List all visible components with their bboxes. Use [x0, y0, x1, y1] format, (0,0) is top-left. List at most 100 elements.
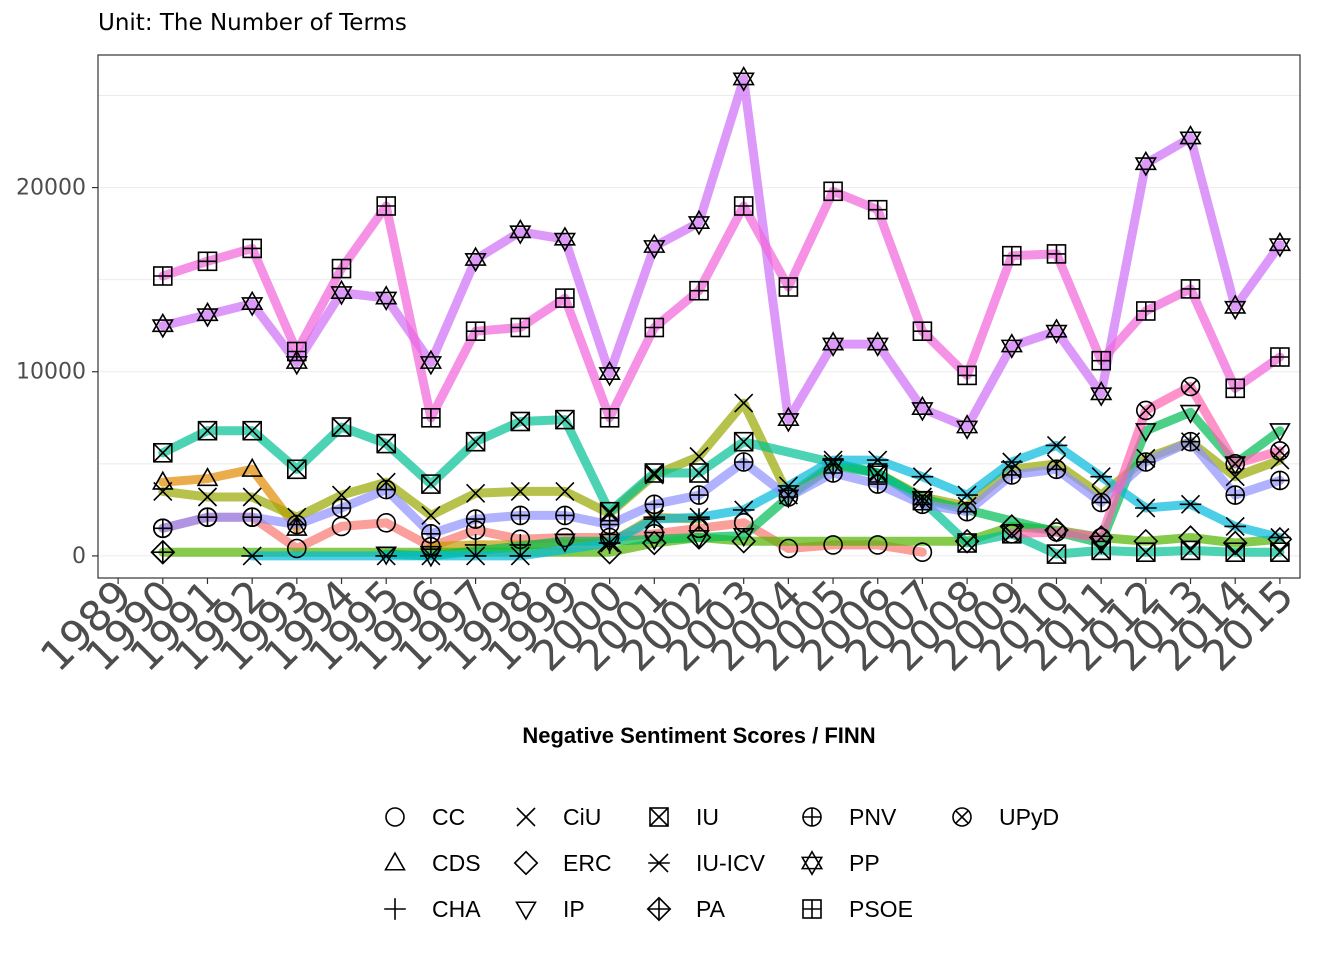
data-point-cds [285, 516, 308, 536]
data-point-psoe [1180, 279, 1201, 299]
data-point-ciu [153, 481, 173, 501]
data-point-iu [153, 442, 173, 463]
data-point-iu [644, 463, 665, 483]
data-point-cds [151, 470, 174, 490]
data-point-iu [242, 420, 262, 441]
data-point-pnv [1001, 465, 1022, 485]
legend-key-psoe [802, 899, 822, 919]
data-point-pa [150, 539, 176, 565]
data-point-psoe [242, 238, 262, 259]
data-point-pp [151, 312, 174, 339]
data-point-pnv [1091, 492, 1111, 513]
data-point-psoe [465, 321, 486, 342]
data-point-pnv [778, 487, 799, 507]
data-point-ip [420, 548, 442, 568]
data-point-pp [598, 360, 621, 387]
data-point-upyd [1001, 523, 1022, 544]
legend-label: CDS [432, 850, 481, 876]
data-point-iu-icv [643, 509, 666, 529]
data-point-psoe [153, 266, 173, 286]
data-point-cds [196, 467, 219, 487]
legend-item-ciu: CiU [516, 804, 601, 830]
data-point-psoe [286, 341, 307, 362]
data-point-erc [731, 528, 757, 554]
data-point-psoe [778, 277, 799, 297]
data-point-pp [1179, 125, 1202, 151]
data-point-psoe [823, 181, 843, 202]
data-point-ciu [421, 505, 441, 525]
legend-label: PA [696, 896, 726, 922]
data-point-pnv [644, 494, 665, 515]
data-point-pp [732, 66, 755, 92]
data-point-pp [1224, 294, 1247, 321]
legend-key-upyd [952, 807, 972, 827]
data-point-ip [732, 528, 755, 548]
data-point-pp [553, 226, 577, 253]
data-point-cc [823, 535, 843, 555]
data-point-ip [866, 465, 889, 485]
data-point-iu-icv [1090, 467, 1112, 487]
legend-item-pnv: PNV [802, 804, 897, 830]
legend-label: UPyD [999, 804, 1059, 830]
series-line-ciu [158, 398, 1285, 522]
data-point-iu [465, 431, 486, 452]
legend-item-cc: CC [385, 804, 465, 830]
y-tick-label: 10000 [16, 360, 86, 385]
data-point-ip [554, 533, 576, 553]
data-point-iu [1180, 540, 1201, 561]
data-point-ip [1224, 456, 1247, 476]
data-point-iu [331, 417, 352, 437]
legend-item-cha: CHA [384, 896, 481, 922]
data-point-iu [421, 474, 441, 494]
legend: CC CDS CHA CiU ERC IP IU IU-ICV PA PNV PP PSOE UPyD [384, 804, 1059, 922]
data-point-iu-icv [688, 507, 710, 527]
data-point-iu-icv [777, 476, 800, 496]
legend-label: IU [696, 804, 719, 830]
data-point-ip [1269, 423, 1291, 443]
data-point-psoe [197, 251, 218, 272]
data-point-pp [330, 279, 353, 306]
data-point-cc [867, 535, 888, 555]
data-point-pp [866, 331, 889, 357]
data-point-cc [555, 527, 575, 548]
data-point-iu-icv [598, 533, 621, 553]
data-point-psoe [1001, 245, 1022, 266]
data-point-iu [510, 411, 531, 432]
data-point-pp [464, 246, 487, 273]
data-point-ciu [242, 487, 262, 507]
data-point-iu-icv [866, 450, 889, 470]
data-point-cc [912, 542, 933, 563]
legend-label: IU-ICV [696, 850, 766, 876]
data-point-iu-icv [1045, 435, 1068, 455]
data-point-psoe [421, 407, 441, 428]
data-point-pp [1000, 333, 1023, 359]
data-point-ciu [197, 487, 218, 507]
data-point-pnv [510, 505, 531, 526]
data-point-cc [778, 538, 799, 559]
data-point-erc [1222, 530, 1248, 556]
data-point-pnv [957, 501, 977, 522]
y-tick-label: 20000 [16, 176, 86, 201]
data-point-iu [555, 409, 575, 430]
legend-label: CiU [563, 804, 601, 830]
data-point-psoe [555, 288, 575, 308]
data-point-psoe [644, 317, 665, 338]
data-point-ip [1134, 423, 1157, 443]
data-point-pnv [1225, 485, 1245, 505]
data-point-ciu [600, 503, 620, 524]
data-point-erc [1178, 525, 1203, 550]
data-point-ip [643, 531, 666, 551]
data-point-pp [1045, 318, 1068, 345]
data-point-pnv [376, 479, 397, 500]
data-point-pnv [823, 463, 843, 483]
data-point-pnv [153, 518, 173, 539]
data-point-iu [957, 533, 977, 553]
data-point-pp [955, 414, 979, 440]
data-point-ciu [555, 481, 575, 501]
legend-key-ip [515, 901, 537, 921]
data-point-pnv [867, 474, 888, 494]
legend-item-iu: IU [649, 804, 719, 830]
data-point-psoe [689, 280, 709, 301]
data-point-pnv [912, 494, 933, 515]
